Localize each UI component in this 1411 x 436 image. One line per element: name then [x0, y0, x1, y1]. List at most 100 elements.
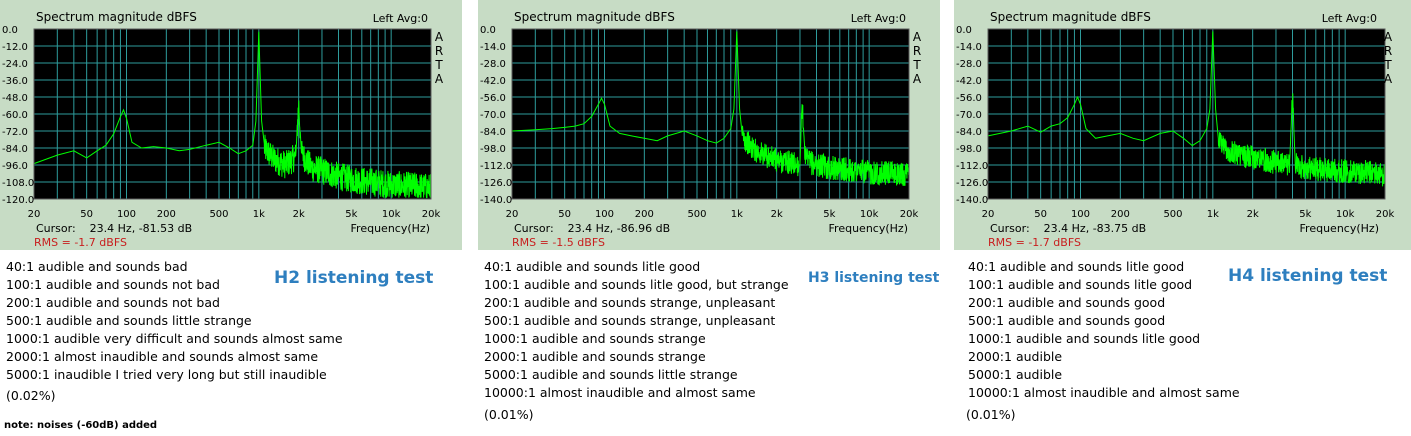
y-tick-label: -14.0	[480, 42, 506, 53]
note-line: 10000:1 almost inaudible and almost same	[484, 385, 756, 400]
x-tick-label: 50	[1034, 209, 1047, 220]
x-tick-label: 50	[80, 209, 93, 220]
spectrum-plot-h4: 0.0 -14.0 -28.0 -42.0 -56.0 -70.0 -84.0 -98.0 -1…	[956, 25, 1395, 220]
test-heading-h3: H3 listening test	[808, 270, 940, 286]
y-tick-label: -42.0	[480, 76, 506, 87]
note-line: 500:1 audible and sounds strange, unplea…	[484, 313, 776, 328]
plot-border	[987, 28, 1386, 200]
x-tick-label: 5k	[345, 209, 357, 220]
y-tick-label: -36.0	[2, 76, 28, 87]
arta-letter: T	[435, 58, 443, 72]
spectrum-plot-h2: 0.0 -12.0 -24.0 -36.0 -48.0 -60.0 -72.0 -84.0 -9…	[2, 25, 441, 220]
y-tick-label: -98.0	[480, 144, 506, 155]
x-tick-label: 2k	[293, 209, 305, 220]
x-tick-label: 1k	[731, 209, 743, 220]
x-tick-label: 1k	[253, 209, 265, 220]
x-tick-label: 200	[635, 209, 654, 220]
spectrum-trace	[511, 31, 910, 186]
spectrum-plot-h3: 0.0 -14.0 -28.0 -42.0 -56.0 -70.0 -84.0 -98.0 -1…	[480, 25, 919, 220]
cursor-readout: Cursor: 23.4 Hz, -83.75 dB	[990, 222, 1146, 235]
note-line: 500:1 audible and sounds little strange	[6, 313, 252, 328]
note-line: 200:1 audible and sounds strange, unplea…	[484, 295, 776, 310]
x-tick-label: 5k	[823, 209, 835, 220]
x-tick-label: 200	[157, 209, 176, 220]
y-tick-label: -126.0	[480, 178, 512, 189]
y-tick-label: 0.0	[480, 25, 496, 36]
rms-readout: RMS = -1.7 dBFS	[988, 236, 1081, 249]
cursor-readout: Cursor: 23.4 Hz, -86.96 dB	[514, 222, 670, 235]
y-tick-label: -140.0	[956, 195, 988, 206]
y-tick-label: -48.0	[2, 93, 28, 104]
chart-title: Spectrum magnitude dBFS	[514, 10, 675, 24]
x-tick-label: 100	[1071, 209, 1090, 220]
note-line: 5000:1 inaudible I tried very long but s…	[6, 367, 327, 382]
distortion-percent-h4: (0.01%)	[966, 407, 1016, 422]
y-tick-label: -56.0	[480, 93, 506, 104]
x-tick-label: 10k	[860, 209, 879, 220]
plot-border	[33, 28, 432, 200]
x-tick-label: 100	[117, 209, 136, 220]
cursor-label: Cursor:	[36, 222, 76, 235]
y-tick-label: -84.0	[480, 127, 506, 138]
y-tick-label: -70.0	[480, 110, 506, 121]
note-line: 1000:1 audible very difficult and sounds…	[6, 331, 343, 346]
channel-label: Left Avg:0	[372, 12, 428, 25]
x-tick-label: 10k	[382, 209, 401, 220]
x-tick-label: 50	[558, 209, 571, 220]
note-line: 40:1 audible and sounds litle good	[484, 259, 701, 274]
plot-border	[511, 28, 910, 200]
y-tick-label: 0.0	[956, 25, 972, 36]
x-tick-label: 10k	[1336, 209, 1355, 220]
x-axis-label: Frequency(Hz)	[828, 222, 908, 235]
x-tick-label: 500	[209, 209, 228, 220]
footnote: note: noises (-60dB) added	[4, 420, 158, 431]
x-tick-label: 5k	[1299, 209, 1311, 220]
x-tick-label: 20	[28, 209, 41, 220]
panel-h3: 0.0 -14.0 -28.0 -42.0 -56.0 -70.0 -84.0 -98.0 -1…	[478, 0, 946, 436]
spectrum-trace	[987, 31, 1386, 187]
arta-label: A R T A	[1383, 30, 1393, 86]
x-tick-label: 20k	[900, 209, 919, 220]
y-tick-label: -84.0	[956, 127, 982, 138]
y-tick-label: -56.0	[956, 93, 982, 104]
panel-h4: 0.0 -14.0 -28.0 -42.0 -56.0 -70.0 -84.0 -98.0 -1…	[954, 0, 1411, 436]
y-tick-label: -108.0	[2, 178, 34, 189]
arta-letter: A	[434, 72, 444, 86]
channel-label: Left Avg:0	[1321, 12, 1377, 25]
y-tick-label: -28.0	[480, 59, 506, 70]
note-line: 1000:1 audible and sounds strange	[484, 331, 706, 346]
channel-label: Left Avg:0	[850, 12, 906, 25]
note-line: 2000:1 audible	[968, 349, 1063, 364]
x-tick-label: 20k	[1376, 209, 1395, 220]
test-heading-h4: H4 listening test	[1228, 266, 1388, 286]
distortion-percent-h3: (0.01%)	[484, 407, 534, 422]
x-tick-label: 500	[687, 209, 706, 220]
arta-letter: A	[1383, 72, 1393, 86]
panel-h2: 0.0 -12.0 -24.0 -36.0 -48.0 -60.0 -72.0 -84.0 -9…	[0, 0, 468, 436]
x-axis-label: Frequency(Hz)	[350, 222, 430, 235]
note-line: 100:1 audible and sounds litle good	[968, 277, 1193, 292]
rms-readout: RMS = -1.7 dBFS	[34, 236, 127, 249]
x-tick-label: 20k	[422, 209, 441, 220]
arta-letter: A	[1383, 30, 1393, 44]
note-line: 200:1 audible and sounds not bad	[6, 295, 220, 310]
arta-label: A R T A	[912, 30, 922, 86]
arta-letter: R	[912, 44, 922, 58]
test-notes-h3: 40:1 audible and sounds litle good 100:1…	[484, 258, 789, 402]
note-line: 10000:1 almost inaudible and almost same	[968, 385, 1240, 400]
note-line: 5000:1 audible and sounds little strange	[484, 367, 738, 382]
arta-letter: T	[913, 58, 921, 72]
y-tick-label: -72.0	[2, 127, 28, 138]
x-tick-label: 200	[1111, 209, 1130, 220]
cursor-readout: Cursor: 23.4 Hz, -81.53 dB	[36, 222, 192, 235]
arta-label: A R T A	[434, 30, 444, 86]
note-line: 100:1 audible and sounds litle good, but…	[484, 277, 789, 292]
cursor-value: 23.4 Hz, -86.96 dB	[567, 222, 671, 235]
y-tick-label: -96.0	[2, 161, 28, 172]
chart-title: Spectrum magnitude dBFS	[36, 10, 197, 24]
rms-readout: RMS = -1.5 dBFS	[512, 236, 605, 249]
x-tick-label: 100	[595, 209, 614, 220]
cursor-label: Cursor:	[990, 222, 1030, 235]
note-line: 2000:1 almost inaudible and sounds almos…	[6, 349, 319, 364]
note-line: 5000:1 audible	[968, 367, 1063, 382]
